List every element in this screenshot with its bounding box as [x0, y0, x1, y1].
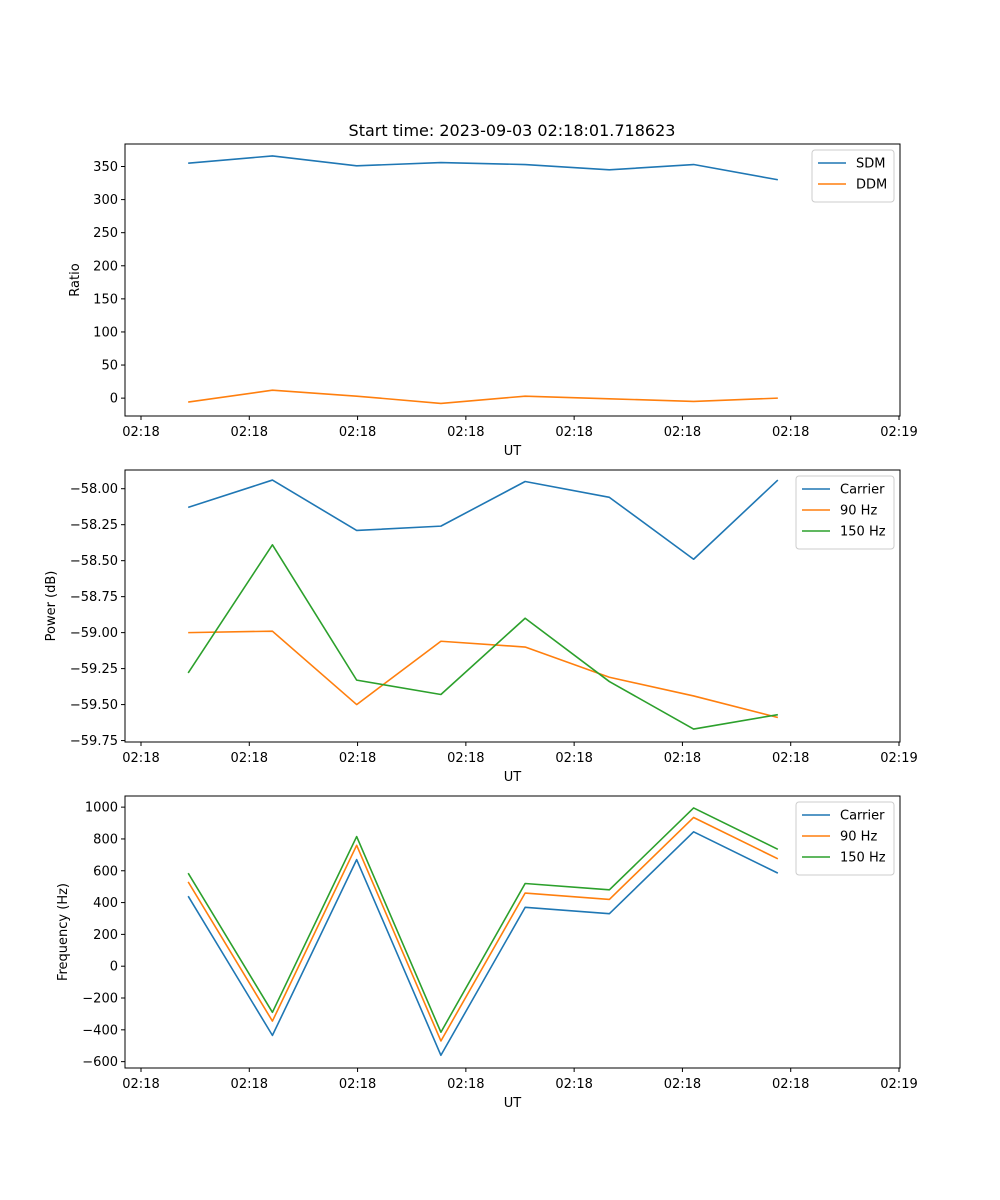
legend-label-150-hz: 150 Hz	[840, 851, 886, 866]
y-tick-label: 0	[110, 392, 118, 407]
chart-panels: 02:18 02:18 02:18 02:18 02:18 02:18 02:18 02:19…	[44, 143, 918, 1111]
chart-panel-3: 02:18 02:18 02:18 02:18 02:18 02:18 02:18 02:19…	[56, 795, 918, 1111]
y-tick-label: 150	[93, 292, 118, 307]
x-axis-label: UT	[504, 444, 522, 459]
y-tick-label: 200	[93, 928, 118, 943]
series-line-ddm	[188, 389, 778, 405]
x-tick-label: 02:18	[772, 751, 809, 766]
y-tick-label: −58.25	[70, 518, 118, 533]
x-tick-label: 02:18	[339, 751, 376, 766]
legend-label-150-hz: 150 Hz	[840, 525, 886, 540]
y-tick-label: 400	[93, 896, 118, 911]
x-tick-label: 02:18	[122, 751, 159, 766]
y-tick-label: −58.00	[70, 482, 118, 497]
x-tick-label: 02:19	[880, 1077, 917, 1092]
y-tick-label: −58.75	[70, 590, 118, 605]
legend-label-ddm: DDM	[856, 178, 887, 193]
y-tick-label: 350	[93, 160, 118, 175]
legend-label-carrier: Carrier	[840, 809, 885, 824]
x-tick-label: 02:18	[664, 425, 701, 440]
series-line-carrier	[187, 479, 779, 561]
chart-panel-1: 02:18 02:18 02:18 02:18 02:18 02:18 02:18 02:19…	[68, 143, 918, 459]
axes-frame	[124, 795, 901, 1069]
series-line-150-hz	[187, 807, 779, 1034]
y-tick-label: −400	[82, 1023, 118, 1038]
series-line-90-hz	[188, 630, 779, 719]
x-tick-label: 02:18	[772, 1077, 809, 1092]
y-axis-label: Ratio	[68, 263, 83, 296]
series-line-sdm	[188, 155, 778, 181]
x-tick-label: 02:18	[447, 1077, 484, 1092]
x-tick-label: 02:18	[772, 425, 809, 440]
x-axis-label: UT	[504, 770, 522, 785]
axes-frame	[124, 469, 901, 743]
legend: Carrier 90 Hz 150 Hz	[795, 801, 895, 876]
y-tick-label: 300	[93, 193, 118, 208]
x-tick-label: 02:18	[555, 1077, 592, 1092]
legend-label-sdm: SDM	[856, 157, 885, 172]
y-tick-label: 0	[110, 960, 118, 975]
x-tick-label: 02:18	[122, 425, 159, 440]
x-tick-label: 02:18	[231, 751, 268, 766]
y-tick-label: −600	[82, 1055, 118, 1070]
series-line-150-hz	[187, 544, 778, 730]
legend: Carrier 90 Hz 150 Hz	[795, 475, 895, 550]
x-tick-label: 02:18	[555, 425, 592, 440]
x-tick-label: 02:18	[122, 1077, 159, 1092]
legend-label-90-hz: 90 Hz	[840, 504, 877, 519]
x-tick-label: 02:18	[447, 425, 484, 440]
x-axis-label: UT	[504, 1096, 522, 1111]
y-tick-label: 100	[93, 325, 118, 340]
x-tick-label: 02:18	[555, 751, 592, 766]
legend: SDM DDM	[811, 149, 895, 203]
y-tick-label: 600	[93, 864, 118, 879]
y-tick-label: 200	[93, 259, 118, 274]
y-tick-label: −59.50	[70, 698, 118, 713]
x-tick-label: 02:18	[231, 1077, 268, 1092]
x-tick-label: 02:18	[231, 425, 268, 440]
x-tick-label: 02:19	[880, 751, 917, 766]
y-tick-label: −59.75	[70, 734, 118, 749]
y-tick-label: 250	[93, 226, 118, 241]
figure-title: Start time: 2023-09-03 02:18:01.718623	[349, 121, 676, 140]
y-axis-label: Power (dB)	[44, 571, 59, 642]
x-tick-label: 02:18	[339, 425, 376, 440]
y-tick-label: 800	[93, 832, 118, 847]
chart-panel-2: 02:18 02:18 02:18 02:18 02:18 02:18 02:18 02:19…	[44, 469, 918, 785]
x-tick-label: 02:18	[339, 1077, 376, 1092]
x-tick-label: 02:19	[880, 425, 917, 440]
x-tick-label: 02:18	[447, 751, 484, 766]
y-tick-label: −200	[82, 992, 118, 1007]
y-tick-label: 50	[101, 359, 118, 374]
x-tick-label: 02:18	[664, 1077, 701, 1092]
legend-label-carrier: Carrier	[840, 483, 885, 498]
axes-frame	[124, 143, 901, 417]
x-tick-label: 02:18	[664, 751, 701, 766]
y-tick-label: −58.50	[70, 554, 118, 569]
legend-label-90-hz: 90 Hz	[840, 830, 877, 845]
y-tick-label: −59.25	[70, 662, 118, 677]
y-axis-label: Frequency (Hz)	[56, 883, 71, 981]
series-line-carrier	[187, 830, 779, 1057]
y-tick-label: 1000	[85, 801, 118, 816]
series-line-90-hz	[187, 816, 779, 1042]
y-tick-label: −59.00	[70, 626, 118, 641]
